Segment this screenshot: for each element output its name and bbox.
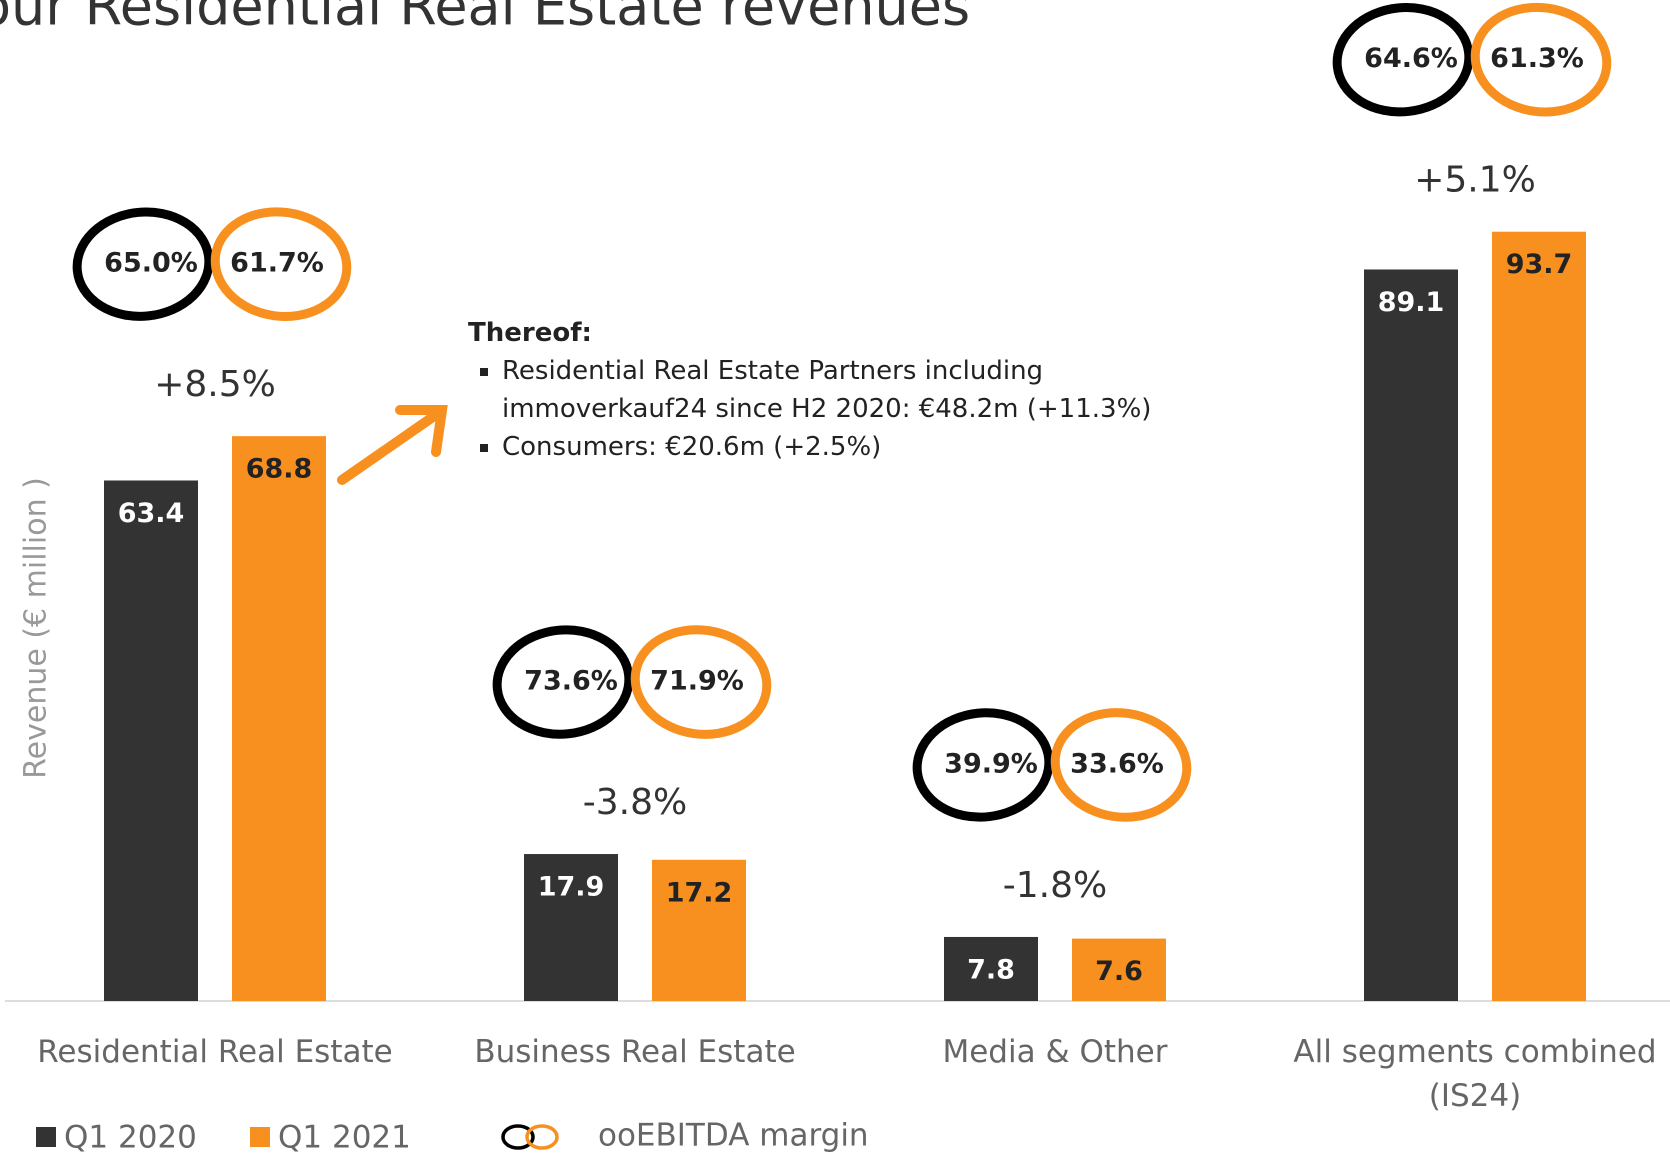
data-label: 89.1 [1378,287,1445,318]
x-tick-label: Media & Other [942,1034,1168,1070]
bar [1072,938,1166,1001]
bar [944,936,1038,1001]
bar [1364,269,1458,1001]
x-tick-label: Residential Real Estate [37,1034,393,1070]
bar [524,854,618,1001]
x-tick-label: Business Real Estate [474,1034,796,1070]
margin-circle [1332,3,1474,117]
chart-title: our Residential Real Estate revenues [0,0,970,38]
bar [104,480,198,1002]
margin-label: 64.6% [1364,43,1458,74]
annotation-list: Residential Real Estate Partners includi… [468,352,1188,466]
growth-label: +8.5% [154,364,276,405]
y-axis-label: Revenue (€ million ) [19,477,54,779]
annotation-bullet: Consumers: €20.6m (+2.5%) [502,428,1188,466]
margin-circle [912,708,1054,822]
arrow [337,405,448,485]
annotation: Thereof: Residential Real Estate Partner… [468,318,1188,466]
margin-label: 71.9% [650,666,744,697]
data-label: 17.2 [666,877,733,908]
margin-circle [1470,2,1612,117]
bar [652,859,746,1001]
x-tick-label: All segments combined (IS24) [1293,1034,1657,1114]
margin-circle [72,207,214,321]
bar [1492,231,1586,1001]
growth-label: +5.1% [1414,160,1536,201]
data-label: 7.6 [1095,956,1143,987]
data-label: 68.8 [246,454,313,485]
legend-label: Q1 2021 [278,1120,411,1156]
margin-circle [630,625,772,739]
legend-circle [501,1124,535,1150]
bar [232,436,326,1002]
data-label: 7.8 [967,954,1015,985]
growth-label: -1.8% [1003,865,1107,906]
legend-circle [525,1124,559,1150]
margin-label: 65.0% [104,248,198,279]
margin-circle [210,207,352,321]
data-label: 93.7 [1506,249,1573,280]
margin-circle [492,625,634,739]
margin-circle [1050,708,1192,822]
margin-label: 39.9% [944,748,1038,779]
margin-label: 61.3% [1490,43,1584,74]
margin-label: 73.6% [524,666,618,697]
legend-label: Q1 2020 [64,1120,197,1156]
legend-swatch [36,1127,56,1147]
margin-label: 61.7% [230,248,324,279]
data-label: 63.4 [118,498,185,529]
legend-swatch [250,1127,270,1147]
annotation-bullet: Residential Real Estate Partners includi… [502,352,1188,428]
growth-label: -3.8% [583,782,687,823]
legend-label: ooEBITDA margin [598,1118,869,1154]
data-label: 17.9 [538,872,605,903]
annotation-heading: Thereof: [468,318,592,348]
margin-label: 33.6% [1070,748,1164,779]
